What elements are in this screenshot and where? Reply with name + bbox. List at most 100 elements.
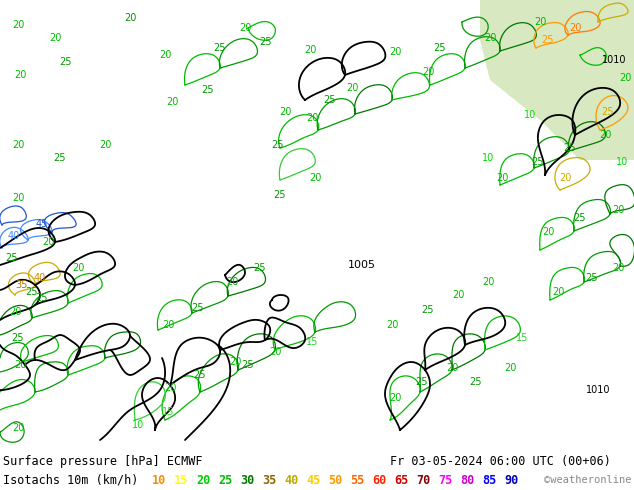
Text: 20: 20 [12, 140, 24, 150]
Text: 20: 20 [569, 23, 581, 33]
Text: 20: 20 [14, 360, 26, 370]
Text: 20: 20 [226, 277, 238, 287]
Text: 20: 20 [534, 17, 546, 27]
Text: 40: 40 [34, 273, 46, 283]
Text: 75: 75 [438, 473, 452, 487]
Text: 35: 35 [262, 473, 276, 487]
Text: 20: 20 [72, 263, 84, 273]
Text: 20: 20 [158, 50, 171, 60]
Text: 65: 65 [394, 473, 408, 487]
Text: 20: 20 [196, 473, 210, 487]
Text: 1010: 1010 [586, 385, 611, 395]
Text: 20: 20 [552, 287, 564, 297]
Text: 20: 20 [12, 20, 24, 30]
Text: 20: 20 [42, 237, 54, 247]
Text: 25: 25 [54, 153, 66, 163]
Text: 25: 25 [274, 190, 286, 200]
Text: 25: 25 [324, 95, 336, 105]
Text: 10: 10 [524, 110, 536, 120]
Text: 25: 25 [416, 377, 428, 387]
Text: 40: 40 [8, 231, 20, 241]
Text: 20: 20 [309, 173, 321, 183]
Text: 25: 25 [259, 37, 271, 47]
Text: 20: 20 [612, 263, 624, 273]
Text: 25: 25 [272, 140, 284, 150]
Text: 25: 25 [26, 287, 38, 297]
Text: 20: 20 [304, 45, 316, 55]
Text: 10: 10 [616, 157, 628, 167]
Text: 25: 25 [469, 377, 481, 387]
Text: 55: 55 [350, 473, 365, 487]
Text: 35: 35 [16, 280, 28, 290]
Text: 25: 25 [218, 473, 232, 487]
Text: 25: 25 [242, 360, 254, 370]
Text: 25: 25 [601, 107, 613, 117]
Text: 25: 25 [12, 333, 24, 343]
Text: 20: 20 [229, 357, 241, 367]
Text: 25: 25 [574, 213, 586, 223]
Text: 25: 25 [6, 253, 18, 263]
Text: 25: 25 [59, 57, 71, 67]
Text: Surface pressure [hPa] ECMWF: Surface pressure [hPa] ECMWF [3, 455, 202, 467]
Text: 20: 20 [279, 107, 291, 117]
Text: 20: 20 [452, 290, 464, 300]
Text: 25: 25 [434, 43, 446, 53]
Text: 20: 20 [269, 347, 281, 357]
Text: 20: 20 [124, 13, 136, 23]
Text: 20: 20 [164, 383, 176, 393]
Text: 80: 80 [460, 473, 474, 487]
Text: 25: 25 [214, 43, 226, 53]
Text: 25: 25 [532, 157, 544, 167]
Text: 20: 20 [482, 277, 494, 287]
Text: 20: 20 [542, 227, 554, 237]
Text: 50: 50 [328, 473, 342, 487]
Text: 10: 10 [482, 153, 494, 163]
Text: 40: 40 [284, 473, 298, 487]
Text: 20: 20 [598, 130, 611, 140]
Text: 25: 25 [191, 303, 204, 313]
Text: 25: 25 [202, 85, 214, 95]
Text: 15: 15 [162, 407, 174, 417]
Text: 20: 20 [12, 423, 24, 433]
Text: 45: 45 [36, 219, 48, 229]
Text: 20: 20 [162, 320, 174, 330]
Text: 70: 70 [416, 473, 430, 487]
Text: 20: 20 [99, 140, 111, 150]
Text: 10: 10 [152, 473, 166, 487]
Text: 20: 20 [504, 363, 516, 373]
Text: 20: 20 [12, 193, 24, 203]
Text: 85: 85 [482, 473, 496, 487]
Text: 20: 20 [14, 70, 26, 80]
Text: Isotachs 10m (km/h): Isotachs 10m (km/h) [3, 473, 138, 487]
Text: 20: 20 [612, 205, 624, 215]
Text: 20: 20 [496, 173, 508, 183]
Text: 1010: 1010 [602, 55, 626, 65]
Text: 25: 25 [36, 293, 48, 303]
Text: 15: 15 [516, 333, 528, 343]
Text: 20: 20 [9, 307, 21, 317]
Text: 25: 25 [541, 35, 554, 45]
Text: Fr 03-05-2024 06:00 UTC (00+06): Fr 03-05-2024 06:00 UTC (00+06) [390, 455, 611, 467]
Text: 45: 45 [306, 473, 320, 487]
Text: 20: 20 [306, 113, 318, 123]
Text: 30: 30 [240, 473, 254, 487]
Text: 1005: 1005 [348, 260, 376, 270]
Text: 20: 20 [239, 23, 251, 33]
Text: 20: 20 [386, 320, 398, 330]
Text: 20: 20 [422, 67, 434, 77]
Text: 20: 20 [389, 47, 401, 57]
Polygon shape [480, 0, 634, 160]
Text: 25: 25 [564, 143, 576, 153]
Text: 25: 25 [194, 370, 206, 380]
Text: 20: 20 [166, 97, 178, 107]
Text: 20: 20 [619, 73, 631, 83]
Text: 25: 25 [422, 305, 434, 315]
Text: 25: 25 [586, 273, 598, 283]
Text: 20: 20 [446, 363, 458, 373]
Text: 60: 60 [372, 473, 386, 487]
Text: 20: 20 [49, 33, 61, 43]
Text: 20: 20 [346, 83, 358, 93]
Text: 20: 20 [389, 393, 401, 403]
Text: ©weatheronline.co.uk: ©weatheronline.co.uk [544, 475, 634, 485]
Text: 20: 20 [484, 33, 496, 43]
